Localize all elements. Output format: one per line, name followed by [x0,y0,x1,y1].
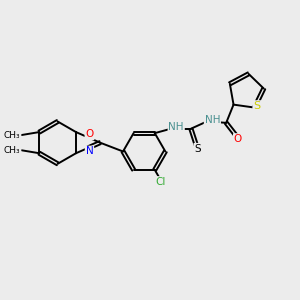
Text: S: S [253,101,260,111]
Text: O: O [234,134,242,144]
Text: CH₃: CH₃ [4,130,21,140]
Text: NH: NH [169,122,184,132]
Text: NH: NH [205,115,220,125]
Text: CH₃: CH₃ [4,146,21,155]
Text: Cl: Cl [156,177,166,187]
Text: N: N [85,146,93,157]
Text: S: S [194,144,201,154]
Text: O: O [85,129,94,140]
